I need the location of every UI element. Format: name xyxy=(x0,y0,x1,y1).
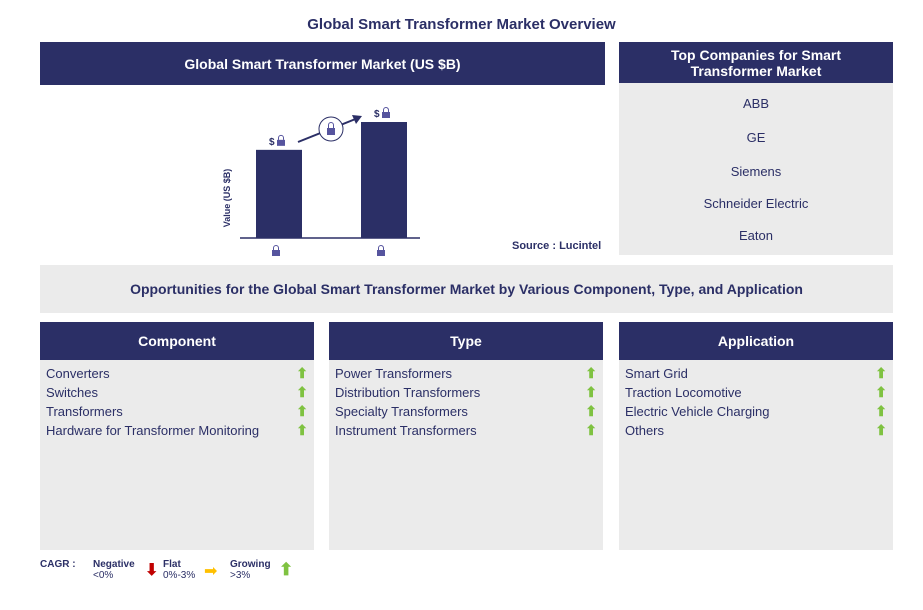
segment-item: Instrument Transformers ⬆ xyxy=(335,421,597,440)
segment-item: Hardware for Transformer Monitoring ⬆ xyxy=(46,421,308,440)
chart-header: Global Smart Transformer Market (US $B) xyxy=(40,42,605,85)
bar-chart-svg: Value (US $B) $ $ xyxy=(222,107,420,256)
legend-growing-label: Growing xyxy=(230,559,271,570)
segment-item-label: Power Transformers xyxy=(335,366,453,381)
arrow-right-icon: ➡ xyxy=(204,563,218,580)
company-item: Siemens xyxy=(730,164,782,179)
companies-list: ABB GE Siemens Schneider Electric Eaton xyxy=(619,83,893,255)
opportunities-banner: Opportunities for the Global Smart Trans… xyxy=(40,265,893,313)
category-lock-icon xyxy=(272,250,280,256)
segment-item-label: Transformers xyxy=(46,404,123,419)
lock-icon xyxy=(327,128,335,135)
chart: Value (US $B) $ $ Source : Lucintel xyxy=(40,85,605,260)
cagr-label: CAGR : xyxy=(40,559,76,570)
arrow-up-icon: ⬆ xyxy=(875,422,887,438)
company-item: GE xyxy=(746,130,766,145)
segment-item-label: Distribution Transformers xyxy=(335,385,481,400)
arrow-up-icon: ⬆ xyxy=(296,403,308,419)
segment-item: Switches ⬆ xyxy=(46,383,308,402)
segment-item-label: Electric Vehicle Charging xyxy=(625,404,770,419)
arrow-up-icon: ⬆ xyxy=(875,365,887,381)
legend-negative: Negative <0% xyxy=(93,559,135,581)
segment-item: Smart Grid ⬆ xyxy=(625,364,887,383)
company-item: Eaton xyxy=(739,228,773,243)
data-label: $ xyxy=(374,109,380,120)
segment-panel-application: Application Smart Grid ⬆ Traction Locomotiv… xyxy=(619,322,893,550)
segment-item: Converters ⬆ xyxy=(46,364,308,383)
source-label: Source : Lucintel xyxy=(512,240,602,252)
legend-flat-label: Flat xyxy=(163,559,181,570)
legend-growing: Growing >3% xyxy=(230,559,271,581)
segment-item: Power Transformers ⬆ xyxy=(335,364,597,383)
arrow-up-icon: ⬆ xyxy=(585,422,597,438)
segment-item-label: Traction Locomotive xyxy=(625,385,742,400)
y-axis-label: Value (US $B) xyxy=(222,169,232,228)
segment-item: Transformers ⬆ xyxy=(46,402,308,421)
companies-header: Top Companies for Smart Transformer Mark… xyxy=(619,42,893,83)
arrow-up-icon: ⬆ xyxy=(296,384,308,400)
arrow-head xyxy=(352,115,362,124)
segment-item-label: Converters xyxy=(46,366,110,381)
arrow-up-icon: ⬆ xyxy=(875,403,887,419)
company-item: Schneider Electric xyxy=(703,196,809,211)
segment-item-label: Others xyxy=(625,423,665,438)
arrow-up-icon: ⬆ xyxy=(279,560,294,579)
lock-shackle xyxy=(378,245,384,250)
segment-panel-type: Type Power Transformers ⬆ Distribution Tran… xyxy=(329,322,603,550)
value-lock-icon xyxy=(277,139,285,146)
bar xyxy=(361,122,407,238)
lock-shackle xyxy=(328,122,334,128)
arrow-up-icon: ⬆ xyxy=(875,384,887,400)
arrow-up-icon: ⬆ xyxy=(296,422,308,438)
segment-header: Component xyxy=(40,322,314,360)
value-lock-icon xyxy=(382,112,390,118)
arrow-up-icon: ⬆ xyxy=(296,365,308,381)
category-lock-icon xyxy=(377,250,385,256)
legend-flat-range: 0%-3% xyxy=(163,570,196,581)
lock-shackle xyxy=(278,134,284,140)
arrow-up-icon: ⬆ xyxy=(585,365,597,381)
arrow-down-icon: ⬇ xyxy=(145,562,159,579)
legend-growing-range: >3% xyxy=(230,570,251,581)
company-item: ABB xyxy=(742,96,769,111)
bar xyxy=(256,149,302,238)
segment-item-label: Instrument Transformers xyxy=(335,423,477,438)
data-label: $ xyxy=(269,137,275,148)
segment-item: Traction Locomotive ⬆ xyxy=(625,383,887,402)
lock-shackle xyxy=(383,107,389,112)
legend-negative-range: <0% xyxy=(93,570,114,581)
segment-item-label: Hardware for Transformer Monitoring xyxy=(46,423,260,438)
legend-flat: Flat 0%-3% xyxy=(163,559,195,581)
segment-item: Distribution Transformers ⬆ xyxy=(335,383,597,402)
lock-shackle xyxy=(273,245,279,250)
segment-panel-component: Component Converters ⬆ Switches ⬆ Transformer… xyxy=(40,322,314,550)
segment-item: Others ⬆ xyxy=(625,421,887,440)
page-title: Global Smart Transformer Market Overview xyxy=(307,16,616,33)
arrow-up-icon: ⬆ xyxy=(585,384,597,400)
segment-item-label: Smart Grid xyxy=(625,366,688,381)
segment-item: Electric Vehicle Charging ⬆ xyxy=(625,402,887,421)
segment-header: Application xyxy=(619,322,893,360)
segment-item: Specialty Transformers ⬆ xyxy=(335,402,597,421)
segment-item-label: Switches xyxy=(46,385,99,400)
segment-header: Type xyxy=(329,322,603,360)
arrow-up-icon: ⬆ xyxy=(585,403,597,419)
segment-item-label: Specialty Transformers xyxy=(335,404,468,419)
legend-negative-label: Negative xyxy=(93,559,135,570)
